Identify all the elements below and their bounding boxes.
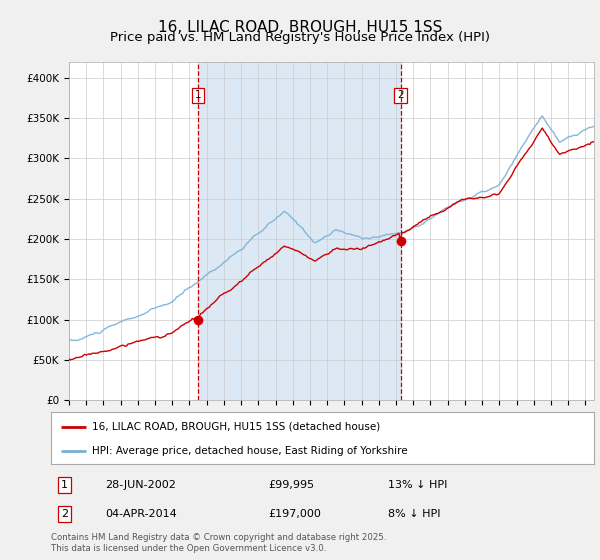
Text: 16, LILAC ROAD, BROUGH, HU15 1SS: 16, LILAC ROAD, BROUGH, HU15 1SS — [158, 20, 442, 35]
Text: £99,995: £99,995 — [268, 480, 314, 490]
Text: 13% ↓ HPI: 13% ↓ HPI — [388, 480, 447, 490]
Text: 16, LILAC ROAD, BROUGH, HU15 1SS (detached house): 16, LILAC ROAD, BROUGH, HU15 1SS (detach… — [92, 422, 380, 432]
Text: Contains HM Land Registry data © Crown copyright and database right 2025.
This d: Contains HM Land Registry data © Crown c… — [51, 533, 386, 553]
Text: 1: 1 — [194, 91, 201, 100]
Text: 04-APR-2014: 04-APR-2014 — [106, 509, 177, 519]
Text: 2: 2 — [61, 509, 68, 519]
Text: 1: 1 — [61, 480, 68, 490]
Text: £197,000: £197,000 — [268, 509, 321, 519]
Bar — [198, 62, 401, 400]
Text: Price paid vs. HM Land Registry's House Price Index (HPI): Price paid vs. HM Land Registry's House … — [110, 31, 490, 44]
Text: 28-JUN-2002: 28-JUN-2002 — [106, 480, 176, 490]
Text: 2: 2 — [397, 91, 404, 100]
Text: HPI: Average price, detached house, East Riding of Yorkshire: HPI: Average price, detached house, East… — [92, 446, 407, 456]
Text: 8% ↓ HPI: 8% ↓ HPI — [388, 509, 440, 519]
